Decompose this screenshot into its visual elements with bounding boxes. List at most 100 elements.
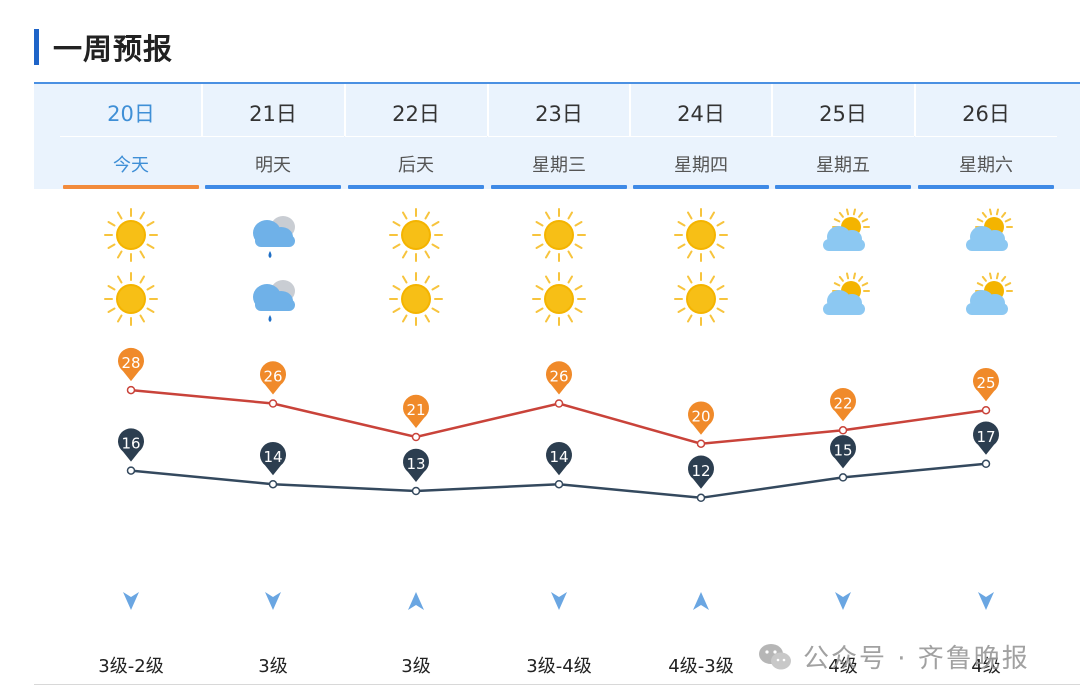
- high-temp-pin: 26: [260, 361, 286, 395]
- high-temp-point: [838, 426, 848, 435]
- partly-cloudy-icon: [956, 205, 1016, 265]
- low-temp-point: [126, 466, 136, 475]
- low-temp-point: [554, 479, 564, 489]
- day-separator: [488, 136, 630, 137]
- day-tab-6[interactable]: 26日 星期六: [915, 84, 1057, 189]
- high-temp-label: 21: [406, 401, 425, 419]
- day-indicator-bar: [491, 185, 627, 189]
- day-tab-4[interactable]: 24日 星期四: [630, 84, 772, 189]
- day-separator: [345, 136, 487, 137]
- down-arrow-icon: [551, 592, 567, 610]
- low-temp-pin: 14: [546, 441, 572, 476]
- low-temp-pin: 17: [973, 421, 999, 455]
- high-temp-label: 25: [976, 374, 995, 392]
- low-temp-label: 14: [549, 448, 568, 466]
- day-column-divider: [486, 84, 489, 136]
- wind-cell: 4级-3级: [630, 590, 772, 677]
- day-column-divider: [343, 84, 346, 136]
- day-label: 星期三: [532, 155, 586, 176]
- partly-cloudy-icon: [813, 269, 873, 329]
- wind-level: 4级: [971, 656, 1001, 677]
- wechat-icon: [759, 643, 791, 669]
- high-temp-pin: 28: [118, 347, 144, 382]
- day-tab-5[interactable]: 25日 星期五: [772, 84, 914, 189]
- today-indicator-bar: [63, 185, 199, 189]
- bottom-divider: [34, 684, 1080, 685]
- low-temp-pin: 12: [688, 455, 715, 489]
- day-indicator-bar: [775, 185, 911, 189]
- wind-cell: 3级: [345, 590, 487, 677]
- day-separator: [202, 136, 344, 137]
- high-temp-point: [981, 405, 991, 415]
- day-date: 25日: [819, 102, 867, 126]
- high-temp-point: [554, 399, 564, 408]
- day-column-divider: [629, 84, 631, 136]
- day-label: 星期六: [959, 155, 1013, 176]
- high-temp-point: [696, 439, 706, 448]
- day-label: 星期四: [674, 155, 728, 176]
- day-tab-2[interactable]: 22日后天: [345, 84, 487, 189]
- wind-cell: 4级: [915, 590, 1057, 677]
- low-temp-line: [130, 462, 987, 500]
- day-column-divider: [771, 84, 773, 136]
- down-arrow-icon: [835, 592, 851, 610]
- low-temp-pin: 16: [118, 428, 144, 462]
- day-tabs: 20日 今天 21日 明天 22日 后天 23日 星期三 24日 星期四 25日 星期五 26日 星期六: [34, 84, 1080, 189]
- high-temp-pin: 26: [546, 361, 572, 395]
- low-temp-label: 16: [121, 435, 140, 453]
- wind-level: 3级: [258, 656, 288, 677]
- day-column-divider: [913, 84, 916, 136]
- high-temp-point: [411, 432, 421, 442]
- down-arrow-icon: [123, 592, 139, 610]
- low-temp-point: [981, 459, 991, 469]
- down-arrow-icon: [265, 592, 281, 610]
- sunny-icon: [529, 269, 589, 329]
- sunny-icon: [101, 205, 161, 265]
- day-date: 20日: [107, 102, 155, 126]
- day-date: 22日: [392, 102, 440, 126]
- day-separator: [60, 136, 202, 137]
- day-separator: [630, 136, 772, 137]
- high-temp-pin: 22: [830, 388, 857, 422]
- down-arrow-icon: [978, 592, 994, 610]
- sunny-icon: [386, 269, 446, 329]
- low-temp-point: [696, 493, 706, 503]
- section-header: 一周预报: [34, 28, 173, 66]
- day-tab-3[interactable]: 23日星期三: [488, 84, 630, 189]
- day-indicator-bar: [348, 185, 484, 189]
- day-label: 明天: [255, 155, 291, 176]
- wind-level: 4级-3级: [668, 656, 734, 677]
- low-temp-label: 12: [691, 462, 710, 480]
- day-tab-0[interactable]: 20日 今天: [60, 84, 202, 189]
- day-separator: [772, 136, 914, 137]
- low-temp-label: 17: [976, 428, 995, 446]
- day-indicator-bar: [205, 185, 341, 189]
- high-temp-label: 28: [121, 354, 140, 372]
- day-tab-1[interactable]: 21日明天: [202, 84, 344, 189]
- wind-level: 3级-4级: [526, 656, 592, 677]
- wind-level: 4级: [828, 656, 858, 677]
- partly-cloudy-icon: [813, 205, 873, 265]
- low-temp-label: 15: [833, 441, 852, 459]
- wind-cell: 4级: [772, 590, 914, 677]
- cloud-rain-icon: [243, 205, 303, 265]
- sunny-icon: [386, 205, 446, 265]
- day-indicator-bar: [918, 185, 1054, 189]
- wind-cell: 3级-4级: [488, 590, 630, 677]
- high-temp-label: 26: [549, 368, 568, 386]
- low-temp-point: [268, 479, 278, 489]
- high-temp-line: [130, 388, 987, 445]
- day-date: 23日: [535, 102, 583, 126]
- up-arrow-icon: [693, 592, 709, 610]
- low-temp-pin: 14: [260, 441, 286, 476]
- day-separator: [915, 136, 1057, 137]
- day-column-divider: [201, 84, 203, 136]
- low-temp-point: [411, 486, 421, 496]
- sunny-icon: [671, 205, 731, 265]
- high-temp-point: [126, 385, 136, 395]
- partly-cloudy-icon: [956, 269, 1016, 329]
- day-date: 21日: [249, 102, 297, 126]
- day-label: 后天: [398, 155, 434, 176]
- high-temp-pin: 20: [688, 401, 715, 435]
- watermark-text: 公众号 · 齐鲁晚报: [803, 644, 1030, 674]
